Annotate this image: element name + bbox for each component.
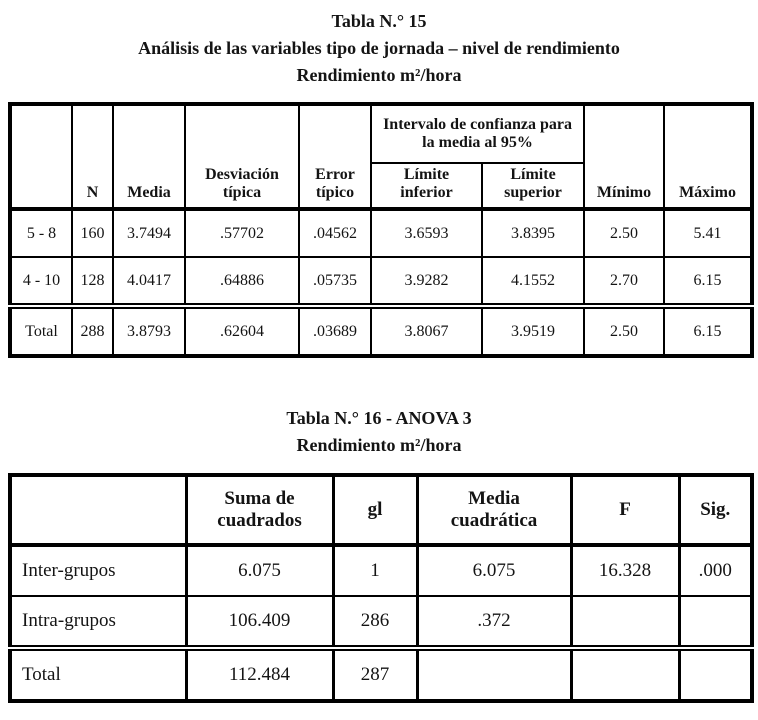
table16-corner-cell xyxy=(8,474,188,547)
cell-limite-inferior: 3.8067 xyxy=(370,303,483,357)
table16-caption-number: Tabla N.° 16 - ANOVA 3 xyxy=(286,408,472,428)
table15: N Media Desviación típica Error típico I… xyxy=(8,102,755,358)
cell-media: 4.0417 xyxy=(112,256,186,307)
cell-minimo: 2.50 xyxy=(583,208,666,258)
cell-media: 3.7494 xyxy=(112,208,186,258)
cell-desviacion: .57702 xyxy=(184,208,300,258)
cell-limite-superior: 3.8395 xyxy=(480,208,586,258)
cell-limite-superior: 3.9519 xyxy=(480,303,586,357)
table15-col-header-limite-superior: Límite superior xyxy=(480,162,586,211)
table16-col-header-sig: Sig. xyxy=(677,474,754,547)
table16-anova: Suma de cuadrados gl Media cuadrática F … xyxy=(8,473,754,703)
table16-caption: Tabla N.° 16 - ANOVA 3 Rendimiento m²/ho… xyxy=(8,405,750,459)
row-label: 5 - 8 xyxy=(9,208,73,258)
table-row: 4 - 10 128 4.0417 .64886 .05735 3.9282 4… xyxy=(9,256,754,307)
cell-media-cuadratica: .372 xyxy=(415,595,573,649)
table15-col-header-error-tipico: Error típico xyxy=(298,103,372,211)
row-label: 4 - 10 xyxy=(9,256,73,307)
cell-error: .05735 xyxy=(298,256,372,307)
table15-header-row-1: N Media Desviación típica Error típico I… xyxy=(9,103,754,211)
table15-col-header-media: Media xyxy=(112,103,186,211)
table15-col-header-minimo: Mínimo xyxy=(583,103,666,211)
cell-maximo: 5.41 xyxy=(663,208,754,258)
table15-col-header-intervalo-confianza: Intervalo de confianza para la media al … xyxy=(369,103,586,164)
table15-caption: Tabla N.° 15 Análisis de las variables t… xyxy=(8,8,750,89)
cell-media-cuadratica: 6.075 xyxy=(415,544,573,597)
table-row: 5 - 8 160 3.7494 .57702 .04562 3.6593 3.… xyxy=(9,208,754,258)
row-label: Total xyxy=(8,645,188,702)
row-label: Inter-grupos xyxy=(8,544,188,597)
cell-gl: 286 xyxy=(331,595,419,649)
cell-maximo: 6.15 xyxy=(663,256,754,307)
cell-f: 16.328 xyxy=(569,544,681,597)
cell-media-cuadratica xyxy=(415,645,573,702)
cell-maximo: 6.15 xyxy=(663,303,754,357)
table16-col-header-f: F xyxy=(569,474,681,547)
table16-col-header-media-cuadratica: Media cuadrática xyxy=(415,474,573,547)
table15-col-header-limite-inferior: Límite inferior xyxy=(370,162,483,211)
cell-n: 288 xyxy=(71,303,114,357)
table15-col-header-desviacion-tipica: Desviación típica xyxy=(184,103,300,211)
cell-desviacion: .62604 xyxy=(184,303,300,357)
table15-caption-unit: Rendimiento m²/hora xyxy=(296,65,462,85)
cell-limite-superior: 4.1552 xyxy=(480,256,586,307)
cell-suma: 106.409 xyxy=(184,595,335,649)
table15-corner-cell xyxy=(9,103,73,211)
cell-minimo: 2.70 xyxy=(583,256,666,307)
row-label: Intra-grupos xyxy=(8,595,188,649)
table-row: Inter-grupos 6.075 1 6.075 16.328 .000 xyxy=(8,544,754,597)
cell-suma: 112.484 xyxy=(184,645,335,702)
table15-col-header-maximo: Máximo xyxy=(663,103,754,211)
table15-caption-number: Tabla N.° 15 xyxy=(331,11,427,31)
cell-limite-inferior: 3.9282 xyxy=(370,256,483,307)
table16-col-header-suma-cuadrados: Suma de cuadrados xyxy=(184,474,335,547)
cell-n: 160 xyxy=(71,208,114,258)
section-gap xyxy=(8,358,750,405)
cell-gl: 287 xyxy=(331,645,419,702)
table16-col-header-gl: gl xyxy=(331,474,419,547)
table16-header-row: Suma de cuadrados gl Media cuadrática F … xyxy=(8,474,754,547)
cell-media: 3.8793 xyxy=(112,303,186,357)
cell-error: .03689 xyxy=(298,303,372,357)
table15-header-row-2: Límite inferior Límite superior xyxy=(10,162,752,211)
cell-f xyxy=(569,645,681,702)
table15-caption-title: Análisis de las variables tipo de jornad… xyxy=(138,38,620,58)
cell-f xyxy=(569,595,681,649)
cell-limite-inferior: 3.6593 xyxy=(370,208,483,258)
cell-sig: .000 xyxy=(677,544,754,597)
cell-desviacion: .64886 xyxy=(184,256,300,307)
cell-gl: 1 xyxy=(331,544,419,597)
table-row-total: Total 112.484 287 xyxy=(8,645,754,702)
cell-n: 128 xyxy=(71,256,114,307)
row-label: Total xyxy=(9,303,73,357)
cell-minimo: 2.50 xyxy=(583,303,666,357)
table15-col-header-n: N xyxy=(71,103,114,211)
cell-sig xyxy=(677,595,754,649)
cell-error: .04562 xyxy=(298,208,372,258)
table-row: Intra-grupos 106.409 286 .372 xyxy=(8,595,754,649)
cell-suma: 6.075 xyxy=(184,544,335,597)
cell-sig xyxy=(677,645,754,702)
table16-caption-unit: Rendimiento m²/hora xyxy=(296,435,462,455)
table-row-total: Total 288 3.8793 .62604 .03689 3.8067 3.… xyxy=(9,303,754,357)
